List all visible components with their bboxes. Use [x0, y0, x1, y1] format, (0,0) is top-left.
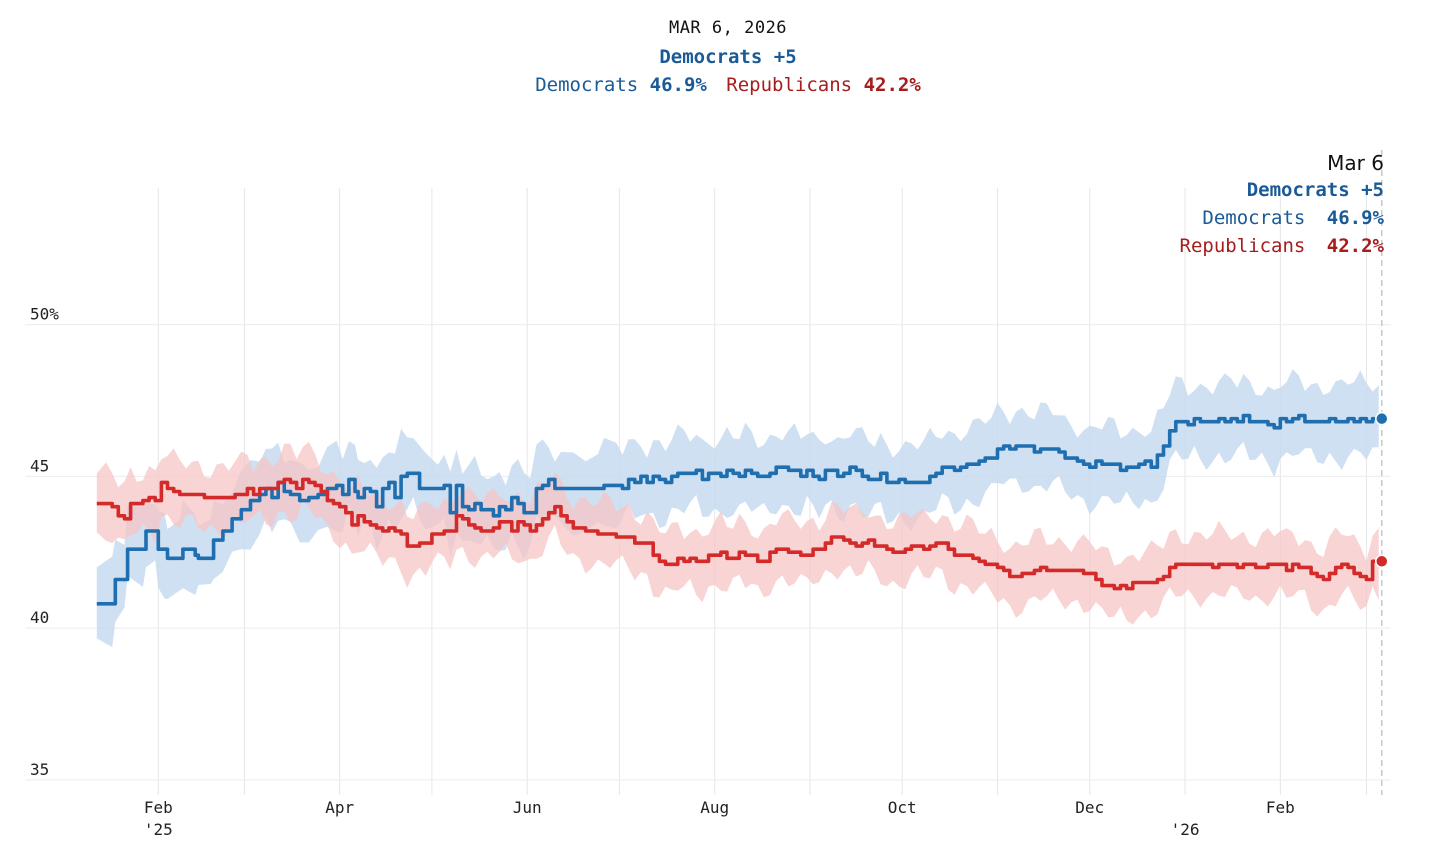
x-tick-label: Aug: [700, 798, 729, 817]
tooltip-rep-value: 42.2%: [1327, 235, 1385, 257]
header-dem-value: 46.9%: [649, 74, 707, 96]
tooltip-rep: Republicans 42.2%: [1180, 235, 1385, 257]
y-tick-label: 35: [30, 760, 49, 779]
x-tick-label: Feb: [144, 798, 173, 817]
x-tick-sublabel: '25: [144, 820, 173, 839]
x-tick-sublabel: '26: [1171, 820, 1200, 839]
end-dot-democrats: [1375, 411, 1389, 426]
x-tick-label: Dec: [1075, 798, 1104, 817]
tooltip-date: Mar 6: [1327, 151, 1384, 175]
tooltip-dem-label: Democrats: [1202, 207, 1305, 229]
tooltip-dem-value: 46.9%: [1327, 207, 1385, 229]
tooltip-lead: Democrats +5: [1247, 179, 1384, 201]
header-dem-label: Democrats: [535, 74, 639, 96]
header-rep-label: Republicans: [726, 74, 853, 96]
x-tick-label: Jun: [513, 798, 542, 817]
end-dot-republicans: [1375, 554, 1389, 569]
hover-tooltip: Mar 6 Democrats +5 Democrats 46.9% Repub…: [1180, 150, 1389, 795]
y-tick-label: 45: [30, 456, 49, 475]
y-tick-label: 40: [30, 608, 49, 627]
tooltip-dem: Democrats 46.9%: [1202, 207, 1384, 229]
x-tick-label: Apr: [325, 798, 354, 817]
band-democrats: [96, 369, 1379, 648]
header-lead: Democrats +5: [659, 46, 797, 68]
header-rep-value: 42.2%: [863, 74, 921, 96]
x-tick-label: Oct: [888, 798, 917, 817]
header-date: MAR 6, 2026: [668, 18, 788, 38]
axis-labels: 35 40 45 50% Feb '25 Apr Jun Aug Oct Dec '26 Feb: [30, 305, 1295, 839]
header: MAR 6, 2026 Democrats +5 Democrats 46.9%…: [0, 18, 1456, 96]
band-republicans: [96, 441, 1379, 625]
tooltip-rep-label: Republicans: [1180, 235, 1306, 257]
y-tick-label: 50%: [30, 305, 59, 324]
header-values: Democrats 46.9% Republicans 42.2%: [0, 74, 1456, 96]
line-democrats: [96, 413, 1379, 606]
x-tick-label: Feb: [1266, 798, 1295, 817]
confidence-bands: [96, 369, 1379, 648]
line-republicans: [96, 477, 1379, 591]
series-lines: [96, 413, 1379, 606]
